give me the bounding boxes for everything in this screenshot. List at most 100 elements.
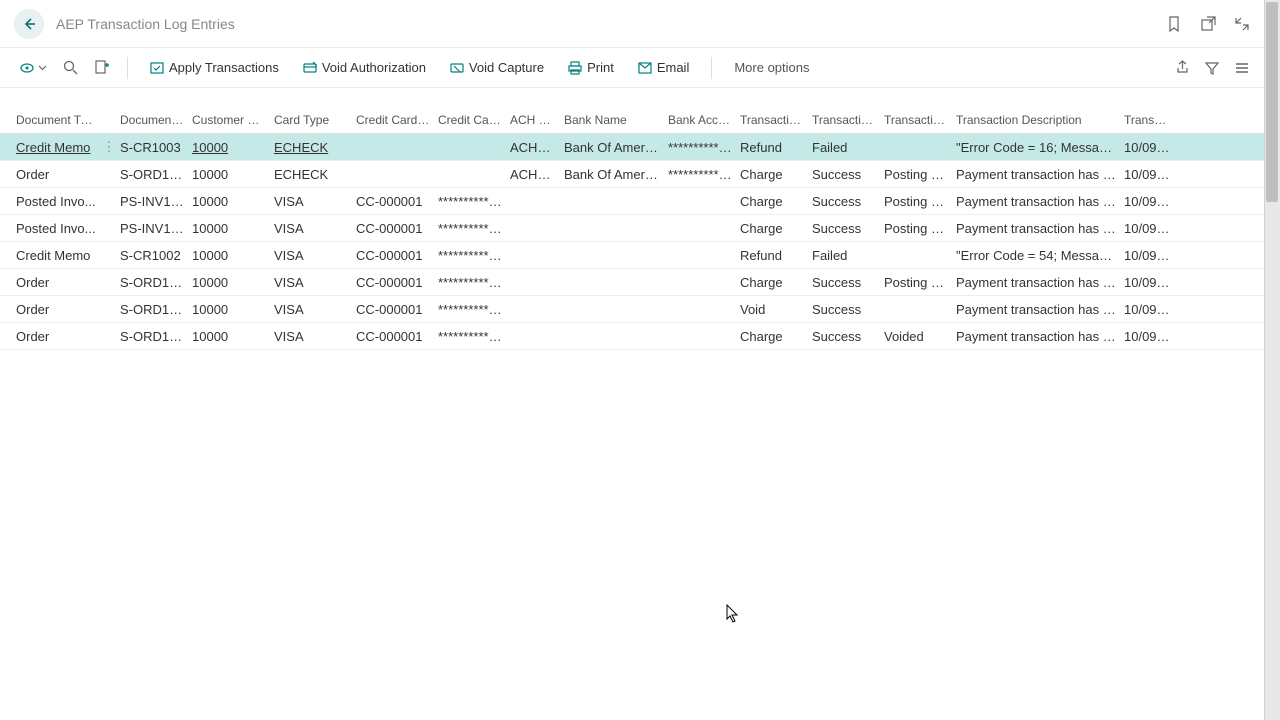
cell-customer-no[interactable]: 10000	[188, 302, 270, 317]
cell-document-type[interactable]: Posted Invo...	[6, 194, 102, 209]
cell-customer-no[interactable]: 10000	[188, 275, 270, 290]
col-card-type[interactable]: Card Type	[270, 113, 352, 127]
table-row[interactable]: Credit MemoS-CR100210000VISACC-000001***…	[0, 242, 1264, 269]
cell-card-type[interactable]: VISA	[270, 221, 352, 236]
cell-transaction-type: Charge	[736, 167, 808, 182]
page-plus-icon	[94, 60, 109, 75]
cell-card-type[interactable]: VISA	[270, 302, 352, 317]
cell-document-type[interactable]: Order	[6, 167, 102, 182]
cell-customer-no[interactable]: 10000	[188, 167, 270, 182]
cell-customer-no[interactable]: 10000	[188, 194, 270, 209]
vertical-scrollbar[interactable]	[1264, 0, 1280, 720]
cell-transaction-type: Charge	[736, 194, 808, 209]
void-authorization-button[interactable]: Void Authorization	[293, 56, 436, 79]
cell-card-type[interactable]: ECHECK	[270, 167, 352, 182]
bookmark-icon[interactable]	[1166, 16, 1182, 32]
popout-icon[interactable]	[1200, 16, 1216, 32]
cell-transaction-result: Success	[808, 302, 880, 317]
void-capture-button[interactable]: Void Capture	[440, 56, 554, 79]
col-transaction-description[interactable]: Transaction Description	[952, 113, 1120, 127]
toolbar-separator	[711, 57, 712, 79]
cell-ach-bank-no: ACH00...	[506, 140, 560, 155]
cell-bank-acc-number: ***********...	[664, 167, 736, 182]
collapse-icon[interactable]	[1234, 16, 1250, 32]
table-row[interactable]: Posted Invo...PS-INV103...10000VISACC-00…	[0, 188, 1264, 215]
cell-card-type[interactable]: VISA	[270, 248, 352, 263]
table-row[interactable]: OrderS-ORD1010...10000VISACC-000001*****…	[0, 269, 1264, 296]
apply-icon	[150, 61, 164, 75]
cell-document-type[interactable]: Order	[6, 275, 102, 290]
cell-card-type[interactable]: ECHECK	[270, 140, 352, 155]
search-icon	[63, 60, 78, 75]
table-row[interactable]: OrderS-ORD1010...10000ECHECKACH00...Bank…	[0, 161, 1264, 188]
cell-transaction-result: Success	[808, 194, 880, 209]
col-ach-bank-no[interactable]: ACH Bank No.	[506, 113, 560, 127]
cell-customer-no[interactable]: 10000	[188, 140, 270, 155]
col-credit-card-number[interactable]: Credit Card Number	[434, 113, 506, 127]
cell-credit-card-no: CC-000001	[352, 275, 434, 290]
print-button[interactable]: Print	[558, 56, 624, 79]
col-customer-no[interactable]: Customer No.	[188, 113, 270, 127]
table-row[interactable]: OrderS-ORD1010...10000VISACC-000001*****…	[0, 296, 1264, 323]
cell-document-no: S-ORD1010...	[116, 275, 188, 290]
col-document-type[interactable]: Document Type	[6, 113, 102, 127]
cell-credit-card-no: CC-000001	[352, 194, 434, 209]
col-credit-card-no[interactable]: Credit Card No.	[352, 113, 434, 127]
cell-document-type[interactable]: Credit Memo	[6, 140, 102, 155]
more-options-button[interactable]: More options	[724, 56, 819, 79]
col-transaction-status[interactable]: Transaction Status	[880, 113, 952, 127]
cell-document-type[interactable]: Credit Memo	[6, 248, 102, 263]
cell-document-no: PS-INV103...	[116, 221, 188, 236]
col-transaction-type[interactable]: Transaction Type	[736, 113, 808, 127]
cell-transaction-description: Payment transaction has been ...	[952, 221, 1120, 236]
cell-customer-no[interactable]: 10000	[188, 248, 270, 263]
col-transaction-time[interactable]: Transaction Time	[1120, 113, 1176, 127]
print-label: Print	[587, 60, 614, 75]
cell-transaction-time: 10/09/20	[1120, 275, 1176, 290]
cell-transaction-result: Failed	[808, 248, 880, 263]
cell-transaction-type: Charge	[736, 275, 808, 290]
cell-transaction-result: Success	[808, 167, 880, 182]
view-options-button[interactable]	[14, 57, 53, 79]
back-button[interactable]	[14, 9, 44, 39]
filter-icon[interactable]	[1204, 60, 1220, 76]
list-layout-icon[interactable]	[1234, 60, 1250, 76]
cell-transaction-result: Success	[808, 329, 880, 344]
search-button[interactable]	[57, 56, 84, 79]
table-row[interactable]: Posted Invo...PS-INV103...10000VISACC-00…	[0, 215, 1264, 242]
cell-card-type[interactable]: VISA	[270, 194, 352, 209]
cell-transaction-status: Posting No...	[880, 194, 952, 209]
share-icon[interactable]	[1174, 60, 1190, 76]
cell-transaction-type: Refund	[736, 248, 808, 263]
toolbar-separator	[127, 57, 128, 79]
cell-card-type[interactable]: VISA	[270, 275, 352, 290]
email-button[interactable]: Email	[628, 56, 700, 79]
scrollbar-thumb[interactable]	[1266, 2, 1278, 202]
table-row[interactable]: OrderS-ORD1010...10000VISACC-000001*****…	[0, 323, 1264, 350]
cell-document-type[interactable]: Order	[6, 302, 102, 317]
cell-bank-name: Bank Of America	[560, 140, 664, 155]
col-bank-acc-number[interactable]: Bank Acc. Number	[664, 113, 736, 127]
eye-icon	[20, 61, 38, 75]
table-row[interactable]: Credit Memo⋮S-CR100310000ECHECKACH00...B…	[0, 134, 1264, 161]
cell-transaction-status: Posting No...	[880, 167, 952, 182]
apply-transactions-button[interactable]: Apply Transactions	[140, 56, 289, 79]
cell-customer-no[interactable]: 10000	[188, 221, 270, 236]
col-bank-name[interactable]: Bank Name	[560, 113, 664, 127]
cell-card-type[interactable]: VISA	[270, 329, 352, 344]
void-capture-icon	[450, 61, 464, 75]
row-menu-icon[interactable]: ⋮	[102, 139, 116, 155]
cell-transaction-type: Refund	[736, 140, 808, 155]
cell-document-type[interactable]: Order	[6, 329, 102, 344]
chevron-down-icon	[38, 65, 47, 71]
cell-transaction-status: Voided	[880, 329, 952, 344]
cell-transaction-type: Charge	[736, 221, 808, 236]
cell-credit-card-number: ***********...	[434, 221, 506, 236]
cell-transaction-time: 10/09/20	[1120, 167, 1176, 182]
cell-customer-no[interactable]: 10000	[188, 329, 270, 344]
new-button[interactable]	[88, 56, 115, 79]
col-document-no[interactable]: Document No.	[116, 113, 188, 127]
cell-transaction-time: 10/09/20	[1120, 302, 1176, 317]
col-transaction-result[interactable]: Transaction Result	[808, 113, 880, 127]
cell-document-type[interactable]: Posted Invo...	[6, 221, 102, 236]
